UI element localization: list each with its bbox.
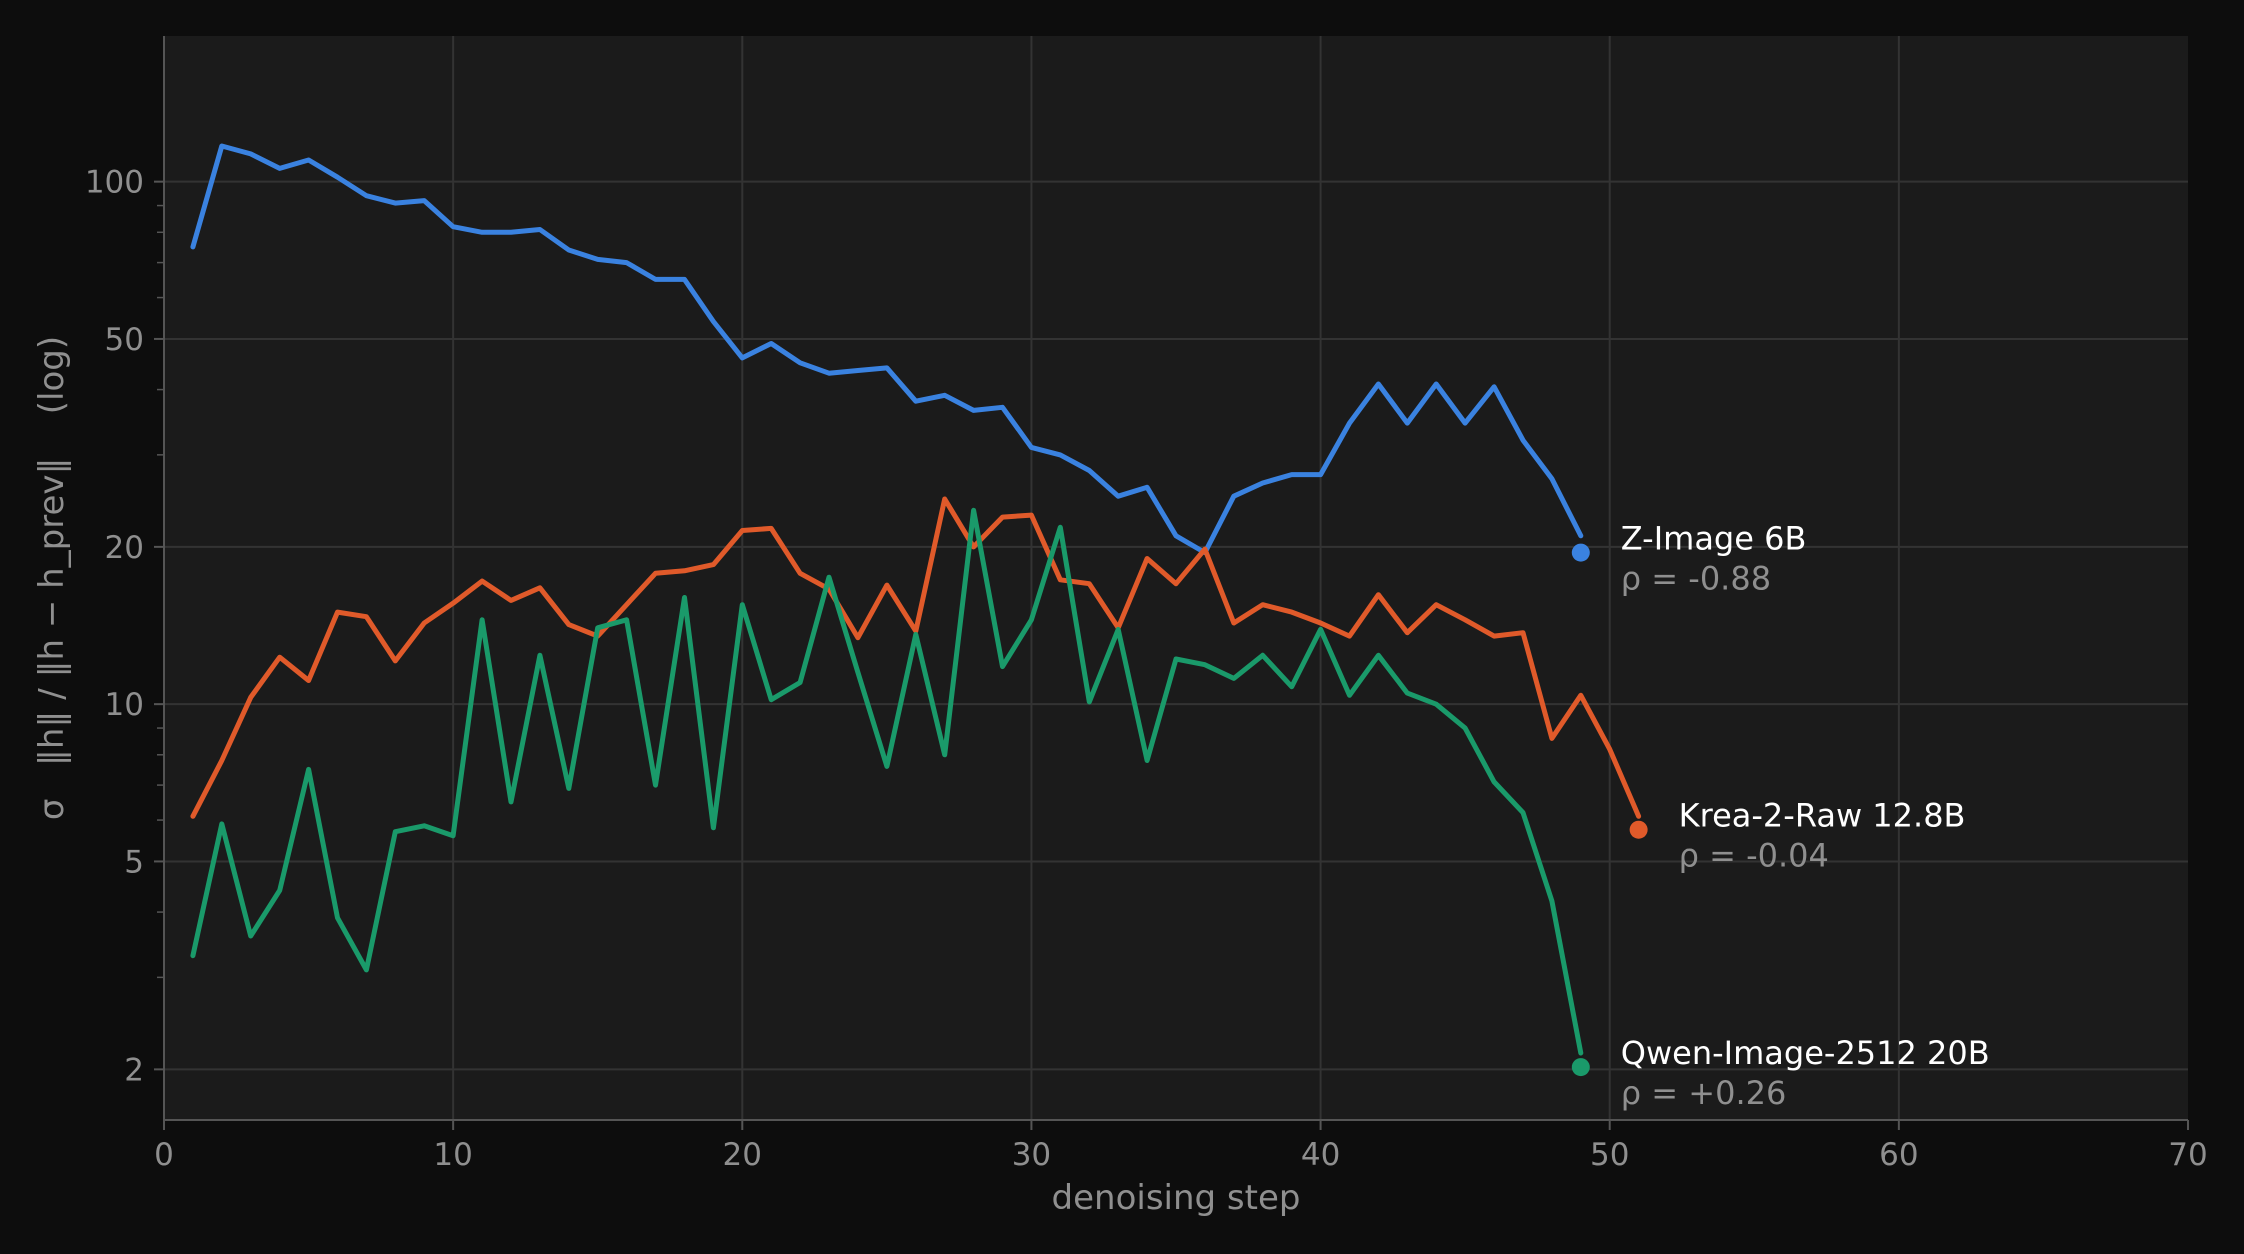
series-rho-label-2: ρ = +0.26 [1621, 1074, 1787, 1112]
series-line-2 [190, 507, 1584, 1056]
series-line-0 [190, 143, 1584, 556]
x-tick-label: 40 [1301, 1137, 1340, 1173]
series-layer [190, 143, 1648, 1077]
labels-layer: Z-Image 6Bρ = -0.88 Krea-2-Raw 12.8Bρ = -… [1621, 520, 1990, 1112]
y-tick-label: 5 [124, 844, 144, 880]
series-end-marker-0 [1571, 543, 1590, 562]
y-axis-label: σ ‖h‖ / ‖h − h_prev‖ (log) [32, 336, 72, 820]
series-name-label-2: Qwen-Image-2512 20B [1621, 1034, 1990, 1072]
series-name-label-0: Z-Image 6B [1621, 520, 1807, 558]
grid [164, 36, 2188, 1120]
x-tick-label: 60 [1879, 1137, 1918, 1173]
x-tick-label: 0 [154, 1137, 174, 1173]
plot-area [164, 36, 2188, 1120]
x-tick-label: 20 [723, 1137, 762, 1173]
x-tick-label: 10 [433, 1137, 472, 1173]
series-end-marker-1 [1629, 820, 1648, 839]
y-tick-label: 2 [124, 1052, 144, 1088]
y-tick-label: 50 [105, 322, 144, 358]
x-tick-label: 30 [1012, 1137, 1051, 1173]
axes [163, 36, 2188, 1121]
y-tick-label: 100 [85, 165, 144, 201]
y-ticks: 2 5 10 20 50 100 [85, 165, 164, 1088]
x-axis-label: denoising step [1052, 1178, 1301, 1218]
y-tick-label: 10 [105, 687, 144, 723]
series-end-marker-2 [1571, 1058, 1590, 1077]
y-tick-label: 20 [105, 530, 144, 566]
series-name-label-1: Krea-2-Raw 12.8B [1679, 797, 1966, 835]
x-ticks: 0 10 20 30 40 50 60 70 [154, 1120, 2208, 1173]
series-rho-label-0: ρ = -0.88 [1621, 560, 1771, 598]
series-rho-label-1: ρ = -0.04 [1679, 837, 1829, 875]
series-line-1 [190, 496, 1642, 819]
x-tick-label: 50 [1590, 1137, 1629, 1173]
x-tick-label: 70 [2168, 1137, 2207, 1173]
